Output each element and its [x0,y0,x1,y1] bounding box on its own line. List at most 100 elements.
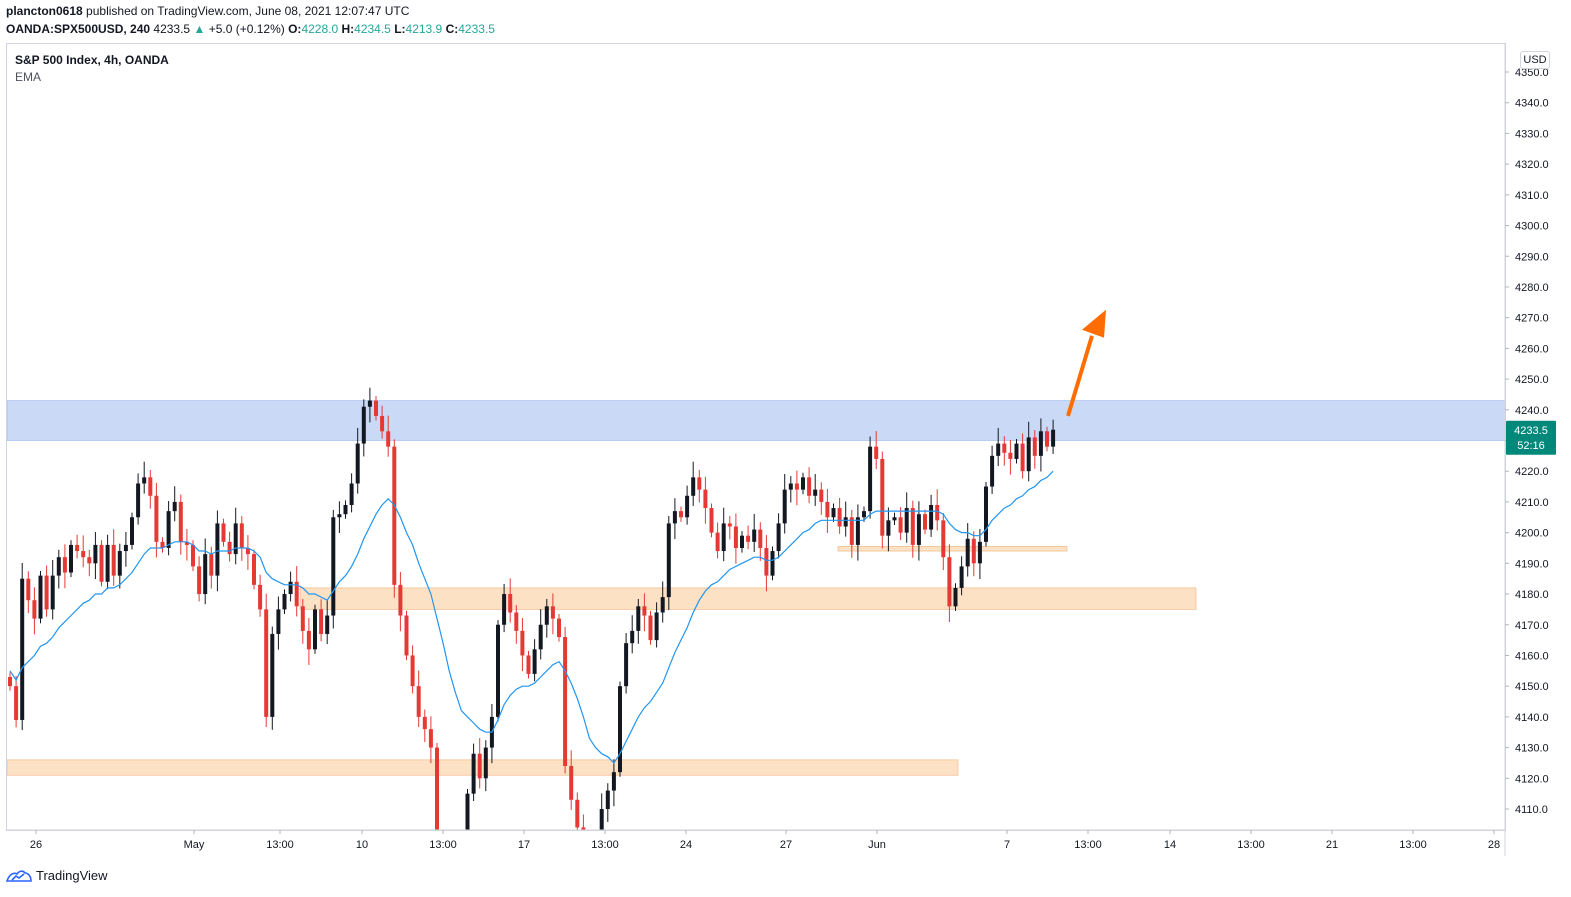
candle-body [703,489,708,509]
candle [142,461,147,494]
candle [538,609,543,660]
candle [733,513,738,564]
candle-body [136,483,141,518]
candle-body [245,547,250,555]
candle [892,512,897,525]
candle [331,509,336,629]
candle [136,473,141,525]
candle [1002,436,1007,466]
candle-body [264,609,269,717]
tradingview-logo[interactable]: TradingView [6,868,108,883]
candle-body [929,504,934,530]
candle-body [892,517,897,521]
candle [1008,439,1013,475]
candle-body [544,606,549,625]
candle-body [465,793,470,830]
candle [319,599,324,642]
symbol-name: OANDA:SPX500USD, 240 [6,22,151,36]
candle [258,574,263,617]
candle-body [660,597,665,613]
candle [1020,433,1025,479]
candle-body [75,544,80,552]
candle-body [575,799,580,828]
candle-body [1008,452,1013,459]
chart-legend-indicator[interactable]: EMA [15,70,42,84]
candle-body [380,415,385,432]
candle-body [26,578,31,601]
candle [392,439,397,598]
candle [520,617,525,672]
candle [8,672,12,691]
candle-body [56,557,61,576]
y-tick-label: 4340.0 [1515,98,1549,110]
candle [276,596,281,650]
candle-body [166,511,171,548]
candle-body [160,541,165,548]
last-price: 4233.5 [153,22,191,36]
candle [99,540,104,587]
candle [544,598,549,638]
y-tick-label: 4350.0 [1515,67,1549,79]
candle [770,546,775,581]
candle-body [764,547,769,576]
candle-body [715,532,720,552]
candle [270,626,275,730]
candle [910,500,915,558]
currency-button[interactable]: USD [1520,51,1550,69]
candle-body [874,446,879,459]
y-tick-label: 4180.0 [1515,589,1549,601]
candle-body [648,615,653,641]
price-tag-value: 4233.5 [1514,425,1548,437]
candle-body [825,501,830,518]
candle [252,549,256,590]
candle-body [1002,443,1007,453]
candle [404,610,409,661]
candle-body [404,615,409,656]
candle [227,531,232,562]
candle-body [679,511,683,518]
y-tick-label: 4140.0 [1515,712,1549,724]
candle [666,516,671,611]
candle [642,593,647,632]
candle-body [435,747,439,830]
publisher-name: plancton0618 [6,4,83,18]
candle-body [630,630,635,644]
candle [904,492,909,543]
candle-body [538,624,543,650]
candle-body [923,514,927,530]
candle-body [996,443,1001,456]
close-value: 4233.5 [458,22,495,36]
y-tick-label: 4190.0 [1515,558,1549,570]
candle-body [227,541,232,555]
candle [93,532,98,579]
candle [977,528,982,579]
candle-body [740,535,744,548]
zone-support-4195 [837,546,1068,552]
candle-body [599,809,604,830]
candle-body [447,864,451,885]
candle [990,445,995,494]
candle [685,485,690,525]
candle [465,789,470,830]
candle-body [477,753,482,779]
x-tick-label: 13:00 [429,839,457,851]
candle [1014,438,1019,464]
candle-body [624,643,629,687]
candle [130,512,134,550]
y-tick-label: 4250.0 [1515,374,1549,386]
candle-body [367,400,372,407]
candle-body [758,529,763,548]
candle [160,537,165,553]
candle-body [44,575,49,610]
candle [447,849,451,896]
candle-body [843,517,848,527]
candle [886,507,891,552]
candle [825,489,830,533]
candle [123,532,128,567]
candle-body [416,686,421,717]
candle-body [588,870,592,897]
candle-body [209,554,214,576]
x-tick-label: 7 [1004,839,1010,851]
candle [624,633,629,694]
